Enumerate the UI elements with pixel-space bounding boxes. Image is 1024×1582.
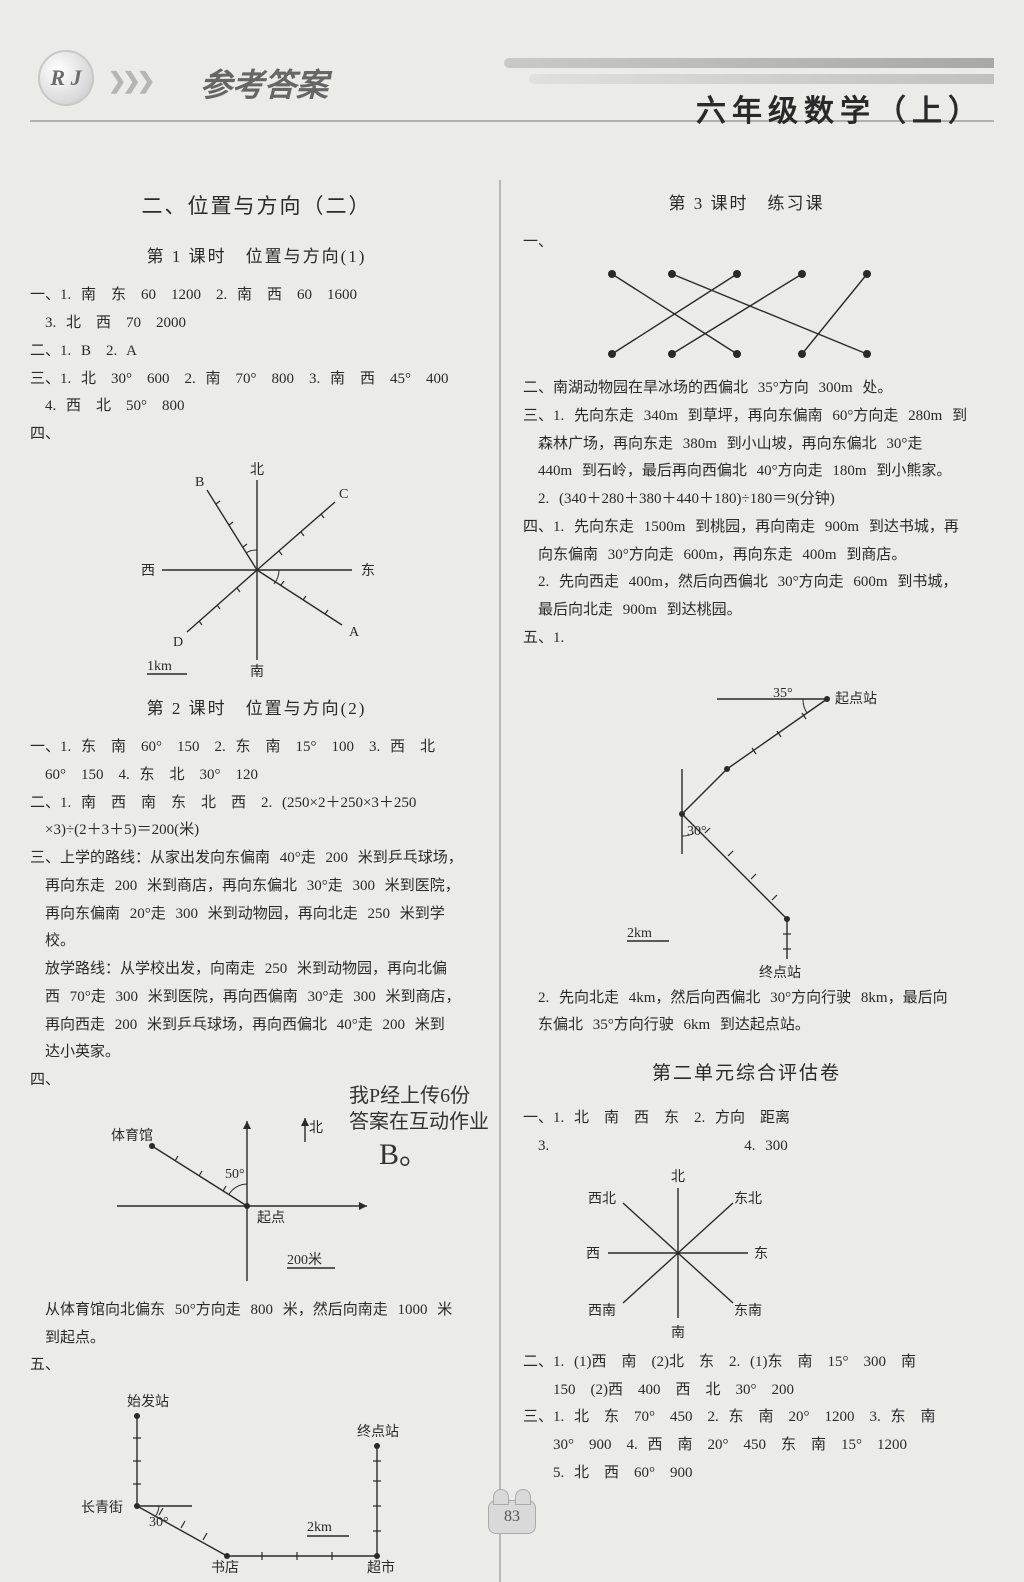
figure-route-5: 30° 始发站 终点站 长青街 书店 超市 2km xyxy=(77,1386,437,1576)
l2-line: 再向东走 200 米到商店，再向东偏北 30°走 300 米到医院， xyxy=(30,873,483,901)
l1-line: 二、1. B 2. A xyxy=(30,338,483,366)
l2-line: ×3)÷(2＋3＋5)＝200(米) xyxy=(30,817,483,845)
svg-text:终点站: 终点站 xyxy=(357,1424,399,1440)
svg-text:长青街: 长青街 xyxy=(81,1500,123,1516)
svg-text:北: 北 xyxy=(309,1120,323,1136)
figure-compass-abcd: 北 南 东 西 A B C D 1km xyxy=(107,455,407,685)
right-column: 第 3 课时 练习课 一、 二、南湖动物园在旱冰场的西偏北 35°方向 300m… xyxy=(505,180,970,1582)
l2-line: 60° 150 4. 东 北 30° 120 xyxy=(30,762,483,790)
svg-text:起点: 起点 xyxy=(257,1210,285,1226)
l3-line: 东偏北 35°方向行驶 6km 到达起点站。 xyxy=(523,1012,970,1040)
eval-title: 第二单元综合评估卷 xyxy=(523,1056,970,1091)
lesson1-title: 第 1 课时 位置与方向(1) xyxy=(30,241,483,272)
l2-line: 达小英家。 xyxy=(30,1039,483,1067)
l3-line: 向东偏南 30°方向走 600m，再向东走 400m 到商店。 xyxy=(523,542,970,570)
l2-line: 西 70°走 300 米到医院，再向西偏南 30°走 300 米到商店， xyxy=(30,984,483,1012)
l2-line: 到起点。 xyxy=(30,1325,483,1353)
figure-compass-8dir: 北 南 东 西 东北 西北 东南 西南 xyxy=(563,1163,793,1343)
svg-text:东南: 东南 xyxy=(734,1303,762,1319)
figure-route-right5: 35° 30° 起点站 终点站 2km xyxy=(597,659,897,979)
svg-text:西北: 西北 xyxy=(588,1191,616,1207)
l2-line: 三、上学的路线：从家出发向东偏南 40°走 200 米到乒乓球场， xyxy=(30,845,483,873)
svg-text:东: 东 xyxy=(361,563,375,579)
page-number-badge: 83 xyxy=(488,1500,536,1534)
svg-text:起点站: 起点站 xyxy=(835,691,877,707)
eval-line: 二、1. (1)西 南 (2)北 东 2. (1)东 南 15° 300 南 xyxy=(523,1349,970,1377)
svg-text:北: 北 xyxy=(671,1169,685,1185)
svg-text:B: B xyxy=(195,475,204,490)
eval-line: 30° 900 4. 西 南 20° 450 东 南 15° 1200 xyxy=(523,1432,970,1460)
svg-text:东: 东 xyxy=(754,1246,768,1262)
svg-text:南: 南 xyxy=(250,664,264,680)
svg-text:200米: 200米 xyxy=(287,1252,322,1268)
l3-line: 2. (340＋280＋380＋440＋180)÷180＝9(分钟) xyxy=(523,486,970,514)
svg-text:30°: 30° xyxy=(687,824,707,839)
eval-line: 3. 4. 300 xyxy=(523,1133,970,1161)
svg-text:体育馆: 体育馆 xyxy=(111,1128,153,1144)
svg-text:A: A xyxy=(349,625,360,640)
unit-title: 二、位置与方向（二） xyxy=(30,188,483,227)
rj-badge: R J xyxy=(38,50,94,106)
svg-text:北: 北 xyxy=(250,462,264,478)
svg-text:50°: 50° xyxy=(225,1167,245,1182)
svg-text:35°: 35° xyxy=(773,686,793,701)
svg-text:西: 西 xyxy=(586,1247,600,1262)
svg-text:2km: 2km xyxy=(627,926,652,941)
l3-line: 三、1. 先向东走 340m 到草坪，再向东偏南 60°方向走 280m 到 xyxy=(523,403,970,431)
eval-line: 三、1. 北 东 70° 450 2. 东 南 20° 1200 3. 东 南 xyxy=(523,1404,970,1432)
l3-line: 最后向北走 900m 到达桃园。 xyxy=(523,597,970,625)
l3-line: 440m 到石岭，最后再向西偏北 40°方向走 180m 到小熊家。 xyxy=(523,458,970,486)
lesson3-title: 第 3 课时 练习课 xyxy=(523,188,970,219)
l1-line: 一、1. 南 东 60 1200 2. 南 西 60 1600 xyxy=(30,282,483,310)
l3-line: 四、1. 先向东走 1500m 到桃园，再向南走 900m 到达书城，再 xyxy=(523,514,970,542)
svg-text:超市: 超市 xyxy=(367,1559,395,1576)
l3-line: 森林广场，再向东走 380m 到小山坡，再向东偏北 30°走 xyxy=(523,431,970,459)
svg-text:东北: 东北 xyxy=(734,1191,762,1207)
svg-text:2km: 2km xyxy=(307,1520,332,1535)
figure-matching xyxy=(587,259,907,369)
l3-line: 2. 先向北走 4km，然后向西偏北 30°方向行驶 8km，最后向 xyxy=(523,985,970,1013)
left-column: 二、位置与方向（二） 第 1 课时 位置与方向(1) 一、1. 南 东 60 1… xyxy=(30,180,495,1582)
chevron-icon: ❯❯❯ xyxy=(108,68,151,94)
column-divider xyxy=(499,180,501,1582)
svg-text:终点站: 终点站 xyxy=(759,965,801,979)
l2-line: 二、1. 南 西 南 东 北 西 2. (250×2＋250×3＋250 xyxy=(30,790,483,818)
lesson2-title: 第 2 课时 位置与方向(2) xyxy=(30,693,483,724)
l1-line: 3. 北 西 70 2000 xyxy=(30,310,483,338)
svg-text:C: C xyxy=(339,487,348,502)
l2-line: 放学路线：从学校出发，向南走 250 米到动物园，再向北偏 xyxy=(30,956,483,984)
svg-text:D: D xyxy=(173,635,183,650)
l2-line: 五、 xyxy=(30,1352,483,1380)
svg-text:30°: 30° xyxy=(149,1515,169,1530)
eval-line: 150 (2)西 400 西 北 30° 200 xyxy=(523,1377,970,1405)
svg-text:书店: 书店 xyxy=(211,1560,239,1576)
l2-line: 一、1. 东 南 60° 150 2. 东 南 15° 100 3. 西 北 xyxy=(30,734,483,762)
svg-text:始发站: 始发站 xyxy=(127,1394,169,1410)
header-title: 参考答案 xyxy=(200,60,328,106)
svg-text:1km: 1km xyxy=(147,659,172,674)
l2-line: 再向西走 200 米到乒乓球场，再向西偏北 40°走 200 米到 xyxy=(30,1012,483,1040)
l3-line: 2. 先向西走 400m，然后向西偏北 30°方向走 600m 到书城， xyxy=(523,569,970,597)
l3-line: 二、南湖动物园在旱冰场的西偏北 35°方向 300m 处。 xyxy=(523,375,970,403)
l1-line: 四、 xyxy=(30,421,483,449)
svg-text:南: 南 xyxy=(671,1325,685,1341)
handwriting: 我P经上传6份 答案在互动作业 B。 xyxy=(349,1083,489,1174)
eval-line: 5. 北 西 60° 900 xyxy=(523,1460,970,1488)
eval-line: 一、1. 北 南 西 东 2. 方向 距离 xyxy=(523,1105,970,1133)
l2-line: 从体育馆向北偏东 50°方向走 800 米，然后向南走 1000 米 xyxy=(30,1297,483,1325)
svg-text:西: 西 xyxy=(141,564,155,579)
l1-line: 4. 西 北 50° 800 xyxy=(30,393,483,421)
l3-line: 一、 xyxy=(523,229,970,257)
l2-line: 校。 xyxy=(30,928,483,956)
svg-text:西南: 西南 xyxy=(588,1303,616,1319)
grade-title: 六年级数学（上） xyxy=(696,86,984,130)
l3-line: 五、1. xyxy=(523,625,970,653)
l1-line: 三、1. 北 30° 600 2. 南 70° 800 3. 南 西 45° 4… xyxy=(30,366,483,394)
l2-line: 再向东偏南 20°走 300 米到动物园，再向北走 250 米到学 xyxy=(30,901,483,929)
